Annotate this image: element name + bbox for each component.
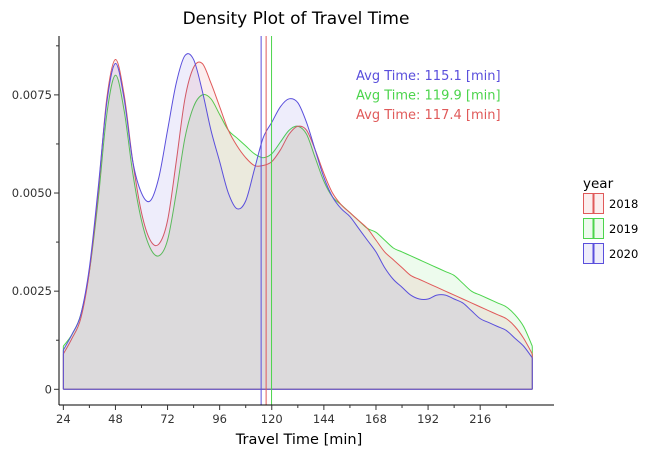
x-tick-label: 48 [108, 412, 123, 426]
density-area-2018 [63, 59, 533, 390]
y-tick-label: 0.0025 [12, 284, 52, 298]
x-tick-label: 120 [261, 412, 283, 426]
y-tick-label: 0.0075 [12, 88, 52, 102]
x-tick-label: 192 [417, 412, 439, 426]
axes: 24 48 72 96 120 144 168 192 216 0 0.0025 0.0050 0.00… [12, 36, 554, 426]
x-tick-label: 168 [365, 412, 387, 426]
y-tick-label: 0.0050 [12, 186, 52, 200]
x-tick-label: 144 [313, 412, 335, 426]
annotation-2019: Avg Time: 119.9 [min] [356, 89, 501, 104]
chart-title: Density Plot of Travel Time [183, 9, 410, 29]
annotation-2018: Avg Time: 117.4 [min] [356, 108, 501, 123]
legend-label-2019: 2019 [609, 222, 638, 236]
x-tick-label: 96 [212, 412, 227, 426]
density-area-2019 [63, 75, 533, 390]
x-tick-label: 24 [56, 412, 71, 426]
legend: year 2018 2019 2020 [583, 176, 638, 264]
y-tick-label: 0 [45, 382, 52, 396]
legend-title: year [583, 176, 614, 192]
plot-area [62, 36, 533, 405]
legend-label-2018: 2018 [609, 197, 638, 211]
density-area-2020 [63, 53, 533, 390]
density-line-2018 [62, 59, 533, 355]
x-tick-label: 72 [160, 412, 175, 426]
x-axis-title: Travel Time [min] [235, 432, 362, 448]
density-line-2020 [62, 53, 533, 359]
x-tick-label: 216 [469, 412, 491, 426]
annotations: Avg Time: 115.1 [min] Avg Time: 119.9 [mi… [356, 69, 501, 123]
legend-label-2020: 2020 [609, 247, 638, 261]
annotation-2020: Avg Time: 115.1 [min] [356, 69, 501, 84]
